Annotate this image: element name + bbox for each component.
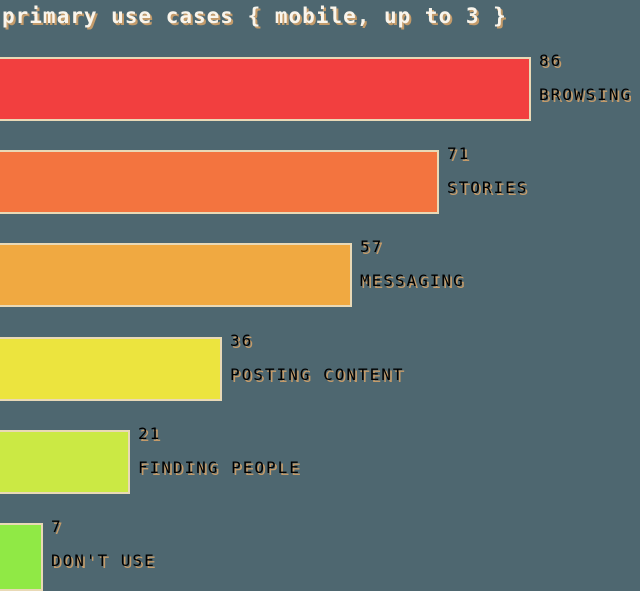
bar	[0, 150, 439, 214]
bar	[0, 523, 43, 591]
bar-value-label: 57	[360, 237, 384, 256]
bar-value-label: 21	[138, 424, 162, 443]
chart-title: primary use cases { mobile, up to 3 }	[2, 4, 507, 28]
bar-category-label: MESSAGING	[360, 271, 465, 290]
bar-value-label: 86	[539, 51, 563, 70]
bar-value-label: 7	[51, 517, 63, 536]
bar-value-label: 71	[447, 144, 471, 163]
bar-category-label: FINDING PEOPLE	[138, 458, 301, 477]
bar-category-label: DON'T USE	[51, 551, 156, 570]
bar	[0, 337, 222, 401]
bar	[0, 243, 352, 307]
bar	[0, 57, 531, 121]
bar-value-label: 36	[230, 331, 254, 350]
bar-category-label: POSTING CONTENT	[230, 365, 405, 384]
bar	[0, 430, 130, 494]
bar-category-label: STORIES	[447, 178, 529, 197]
bar-category-label: BROWSING	[539, 85, 633, 104]
